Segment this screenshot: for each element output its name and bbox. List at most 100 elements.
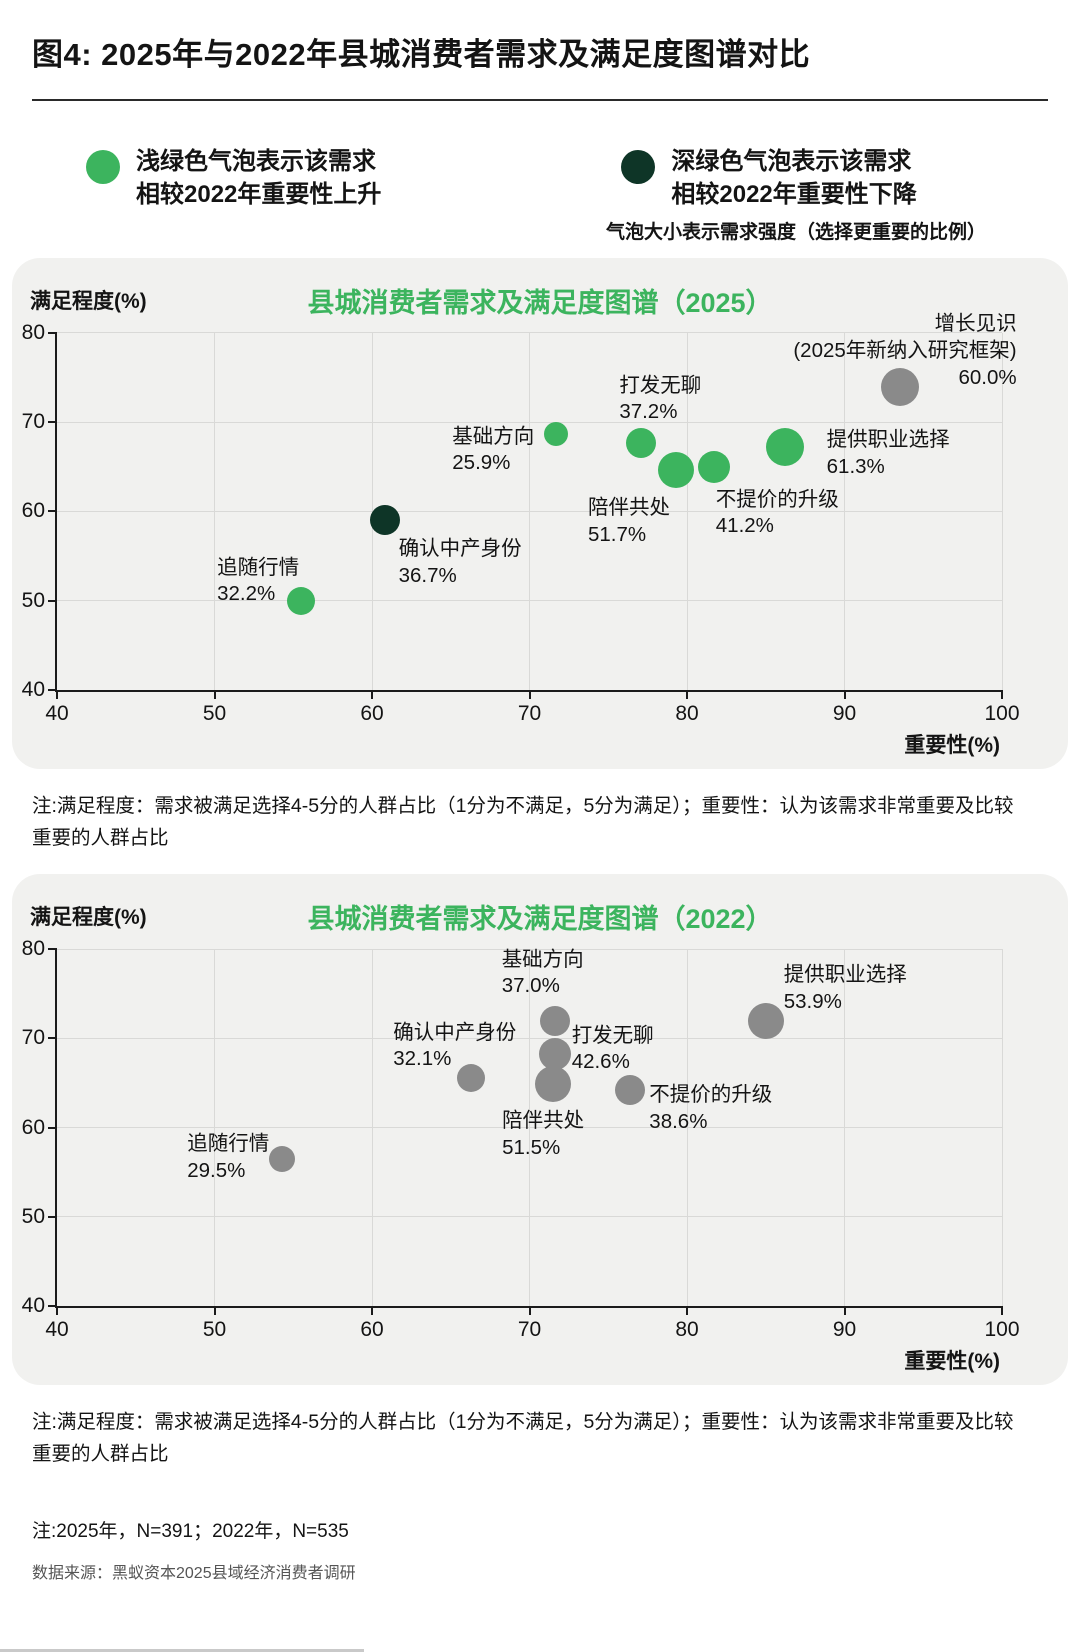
y-axis-tick — [48, 599, 57, 602]
y-axis-tick — [48, 1215, 57, 1218]
y-gridline — [57, 332, 1002, 334]
chart-point-label: 追随行情 29.5% — [187, 1131, 270, 1182]
y-axis-tick — [48, 688, 57, 691]
y-gridline — [57, 1037, 1002, 1039]
methodology-note-2022: 注:满足程度：需求被满足选择4-5分的人群占比（1分为不满足，5分为满足）；重要… — [32, 1411, 1014, 1465]
y-axis-tick-label: 40 — [21, 1294, 45, 1318]
y-gridline — [57, 1216, 1002, 1218]
y-axis-tick-label: 80 — [21, 937, 45, 961]
chart-bubble-neutral — [538, 1037, 571, 1070]
x-axis-tick-label: 60 — [360, 1318, 384, 1342]
x-axis-tick-label: 40 — [45, 701, 69, 725]
chart-title-2022: 县城消费者需求及满足度图谱（2022） — [307, 904, 773, 935]
chart-point-label: 陪伴共处 51.5% — [502, 1108, 585, 1159]
chart-bubble-neutral — [535, 1065, 572, 1102]
y-axis-tick — [48, 331, 57, 334]
chart-point-label: 基础方向 37.0% — [501, 947, 584, 998]
x-axis-title-2022: 重要性(%) — [904, 1350, 1000, 1374]
x-axis-tick-label: 80 — [675, 701, 699, 725]
y-gridline — [57, 1127, 1002, 1129]
x-axis-tick — [1001, 689, 1003, 699]
y-axis-tick — [48, 948, 57, 951]
bubble-chart-2025: 40 50 60 70 80 90 100 40 50 60 70 80 追随行情 32.2% 确认中产身… — [22, 312, 1020, 725]
chart-bubble-neutral — [457, 1063, 486, 1092]
chart-bubble-up — [657, 452, 694, 489]
methodology-note-2025: 注:满足程度：需求被满足选择4-5分的人群占比（1分为不满足，5分为满足）；重要… — [32, 794, 1014, 849]
y-axis-tick-label: 70 — [21, 1026, 45, 1050]
chart-point-label: 不提价的升级 41.2% — [715, 487, 839, 538]
chart-bubble-down — [369, 505, 400, 536]
y-gridline — [57, 600, 1002, 602]
y-axis-tick — [48, 1305, 57, 1308]
y-axis-tick-label: 70 — [21, 410, 45, 434]
x-axis-tick — [56, 1306, 58, 1316]
chart-panel-2022: 满足程度(%) 县城消费者需求及满足度图谱（2022） 40 50 60 70 80 90… — [12, 874, 1068, 1386]
legend-importance-down-label: 深绿色气泡表示该需求 相较2022年重要性下降 — [671, 147, 917, 208]
chart-point-label: 不提价的升级 38.6% — [649, 1083, 773, 1133]
y-axis-tick-label: 60 — [21, 1115, 45, 1139]
y-axis-title-2022: 满足程度(%) — [30, 906, 147, 930]
y-gridline — [57, 948, 1002, 950]
y-axis-tick — [48, 1126, 57, 1129]
sample-size-note: 注:2025年，N=391；2022年，N=535 — [32, 1521, 349, 1543]
legend-importance-up-label: 浅绿色气泡表示该需求 相较2022年重要性上升 — [136, 147, 382, 208]
title-divider — [32, 98, 1048, 101]
x-axis-tick — [686, 1306, 688, 1316]
x-axis-tick — [371, 689, 373, 699]
x-axis-tick-label: 100 — [984, 701, 1020, 725]
chart-bubble-up — [287, 586, 316, 615]
y-axis-tick-label: 50 — [21, 1204, 45, 1228]
chart-point-label: 陪伴共处 51.7% — [587, 496, 670, 547]
x-axis-tick — [371, 1306, 373, 1316]
chart-panel-2025: 满足程度(%) 县城消费者需求及满足度图谱（2025） 40 50 60 70 80 90… — [12, 257, 1068, 769]
x-axis-tick — [843, 1306, 846, 1316]
x-axis-tick-label: 60 — [360, 701, 384, 725]
chart-bubble-neutral — [539, 1005, 570, 1036]
chart-title-2025: 县城消费者需求及满足度图谱（2025） — [307, 287, 773, 318]
bubble-size-note: 气泡大小表示需求强度（选择更重要的比例） — [605, 221, 986, 243]
x-axis-tick-label: 70 — [517, 701, 542, 725]
y-axis-tick-label: 50 — [21, 588, 45, 612]
chart-bubble-neutral — [747, 1003, 784, 1040]
report-page: 图4: 2025年与2022年县城消费者需求及满足度图谱对比 浅绿色气泡表示该需… — [0, 36, 1080, 1652]
x-axis-tick-label: 100 — [984, 1318, 1020, 1342]
chart-bubble-neutral — [880, 368, 919, 407]
data-source-note: 数据来源：黑蚁资本2025县域经济消费者调研 — [32, 1565, 356, 1583]
chart-point-label: 确认中产身份 36.7% — [398, 537, 522, 588]
x-axis-tick-label: 50 — [202, 701, 227, 725]
bubble-chart-2022: 40 50 60 70 80 90 100 40 50 60 70 80 追随行情 29.5% 确认中产身… — [22, 937, 1020, 1341]
chart-point-label: 打发无聊 42.6% — [571, 1023, 654, 1074]
legend-item-importance-down: 深绿色气泡表示该需求 相较2022年重要性下降 — [621, 145, 917, 211]
chart-bubble-neutral — [615, 1075, 646, 1106]
y-axis-tick-label: 80 — [21, 320, 45, 344]
x-axis-tick — [213, 689, 216, 699]
x-axis-tick-label: 90 — [832, 701, 857, 725]
x-axis-tick-label: 80 — [675, 1318, 699, 1342]
bubble-legend: 浅绿色气泡表示该需求 相较2022年重要性上升 深绿色气泡表示该需求 相较202… — [86, 145, 1080, 211]
x-axis-tick-label: 40 — [45, 1318, 69, 1342]
chart-bubble-neutral — [269, 1145, 296, 1172]
y-axis-tick-label: 40 — [21, 677, 45, 701]
chart-point-label: 追随行情 32.2% — [217, 555, 300, 606]
chart-point-label: 确认中产身份 32.1% — [393, 1020, 517, 1071]
chart-bubble-up — [697, 450, 730, 483]
y-gridline — [57, 510, 1002, 512]
y-gridline — [57, 421, 1002, 423]
dark-green-bubble-icon — [621, 149, 656, 184]
chart-bubble-up — [544, 421, 569, 446]
chart-point-label: 打发无聊 37.2% — [619, 373, 702, 424]
y-axis-tick-label: 60 — [21, 499, 45, 523]
y-axis-tick — [48, 510, 57, 513]
chart-bubble-up — [765, 428, 804, 467]
x-axis-tick — [843, 689, 846, 699]
y-axis-title-2025: 满足程度(%) — [30, 289, 147, 313]
chart-point-label: 增长见识 (2025年新纳入研究框架) 60.0% — [793, 312, 1017, 389]
legend-item-importance-up: 浅绿色气泡表示该需求 相较2022年重要性上升 — [86, 145, 381, 211]
x-gridline — [1001, 949, 1003, 1307]
x-gridline — [1001, 332, 1003, 690]
page-title: 图4: 2025年与2022年县城消费者需求及满足度图谱对比 — [32, 37, 811, 72]
light-green-bubble-icon — [86, 149, 120, 184]
x-axis-tick — [528, 689, 531, 699]
chart-bubble-up — [626, 427, 657, 458]
x-axis-title-2025: 重要性(%) — [904, 733, 1000, 757]
